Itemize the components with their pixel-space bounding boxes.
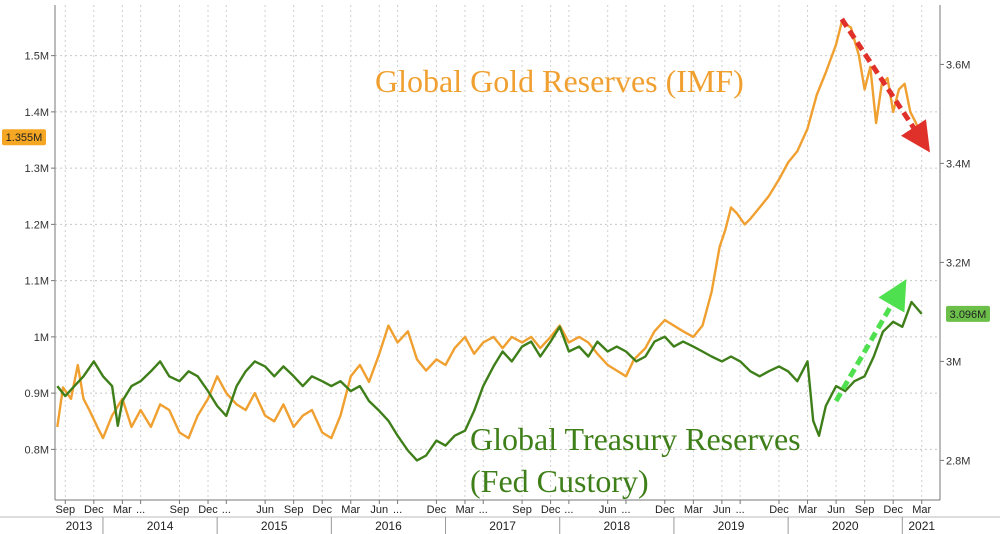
trend-arrows [833,17,931,403]
treasury-last-value-badge: 3.096M [950,309,987,321]
left-tick-label: 1.2M [25,219,49,231]
month-tick-label: Jun [713,504,731,516]
month-tick-label: Dec [769,504,789,516]
month-tick-label: ... [621,504,630,516]
series-lines [56,20,923,462]
month-tick-label: Jun [370,504,388,516]
month-tick-label: Mar [455,504,474,516]
gold-last-value-badge: 1.355M [6,132,43,144]
right-tick-label: 3M [946,356,961,368]
left-tick-label: 0.8M [25,444,49,456]
year-tick-label: 2015 [261,519,288,533]
month-tick-label: ... [393,504,402,516]
left-tick-label: 1.1M [25,276,49,288]
month-tick-label: ... [564,504,573,516]
month-tick-label: Jun [827,504,845,516]
gold-last-value-badge-bg [2,129,46,146]
month-tick-label: Dec [883,504,903,516]
month-tick-label: Dec [198,504,218,516]
left-tick-label: 0.9M [25,388,49,400]
month-tick-label: Mar [798,504,817,516]
month-tick-label: Dec [312,504,332,516]
month-tick-label: Jun [599,504,617,516]
gold-series-title: Global Gold Reserves (IMF) [375,63,744,99]
month-tick-label: Jun [256,504,274,516]
tick-labels: 0.8M 0.9M 1M 1.1M 1.2M 1.3M 1.4M 1.5M 2.8M 3M 3.2M… [2,51,990,533]
left-tick-label: 1.3M [25,163,49,175]
month-tick-label: Dec [541,504,561,516]
month-tick-label: Sep [284,504,304,516]
year-tick-label: 2016 [375,519,402,533]
left-tick-label: 1.4M [25,107,49,119]
year-tick-label: 2017 [489,519,516,533]
month-tick-label: Mar [113,504,132,516]
month-tick-label: Dec [84,504,104,516]
year-tick-label: 2018 [603,519,630,533]
month-tick-label: Dec [655,504,675,516]
month-tick-label: Sep [55,504,75,516]
month-tick-label: ... [736,504,745,516]
year-tick-label: 2013 [66,519,93,533]
month-tick-label: ... [479,504,488,516]
right-tick-label: 3.6M [946,59,970,71]
month-tick-label: ... [136,504,145,516]
month-tick-label: Mar [684,504,703,516]
gold-decline-arrow [839,17,931,153]
year-tick-label: 2014 [147,519,174,533]
month-tick-label: ... [222,504,231,516]
gold-series-line [56,20,923,440]
month-tick-label: Dec [427,504,447,516]
month-tick-label: Sep [855,504,875,516]
month-tick-label: Sep [170,504,190,516]
right-tick-label: 3.4M [946,158,970,170]
treasury-series-title-line2: (Fed Custory) [470,463,649,499]
month-tick-label: Mar [912,504,931,516]
treasury-series-line [56,300,923,462]
right-tick-label: 3.2M [946,257,970,269]
treasury-series-title-line1: Global Treasury Reserves [470,421,801,457]
treasury-rise-arrow [833,279,907,403]
axes [0,5,1000,534]
month-tick-label: Mar [341,504,360,516]
treasury-last-value-badge-bg [946,305,990,322]
right-tick-label: 2.8M [946,455,970,467]
left-tick-label: 1M [34,332,49,344]
month-tick-label: Sep [512,504,532,516]
year-tick-label: 2019 [718,519,745,533]
year-tick-label: 2020 [832,519,859,533]
left-tick-label: 1.5M [25,51,49,63]
year-tick-label: 2021 [908,519,935,533]
